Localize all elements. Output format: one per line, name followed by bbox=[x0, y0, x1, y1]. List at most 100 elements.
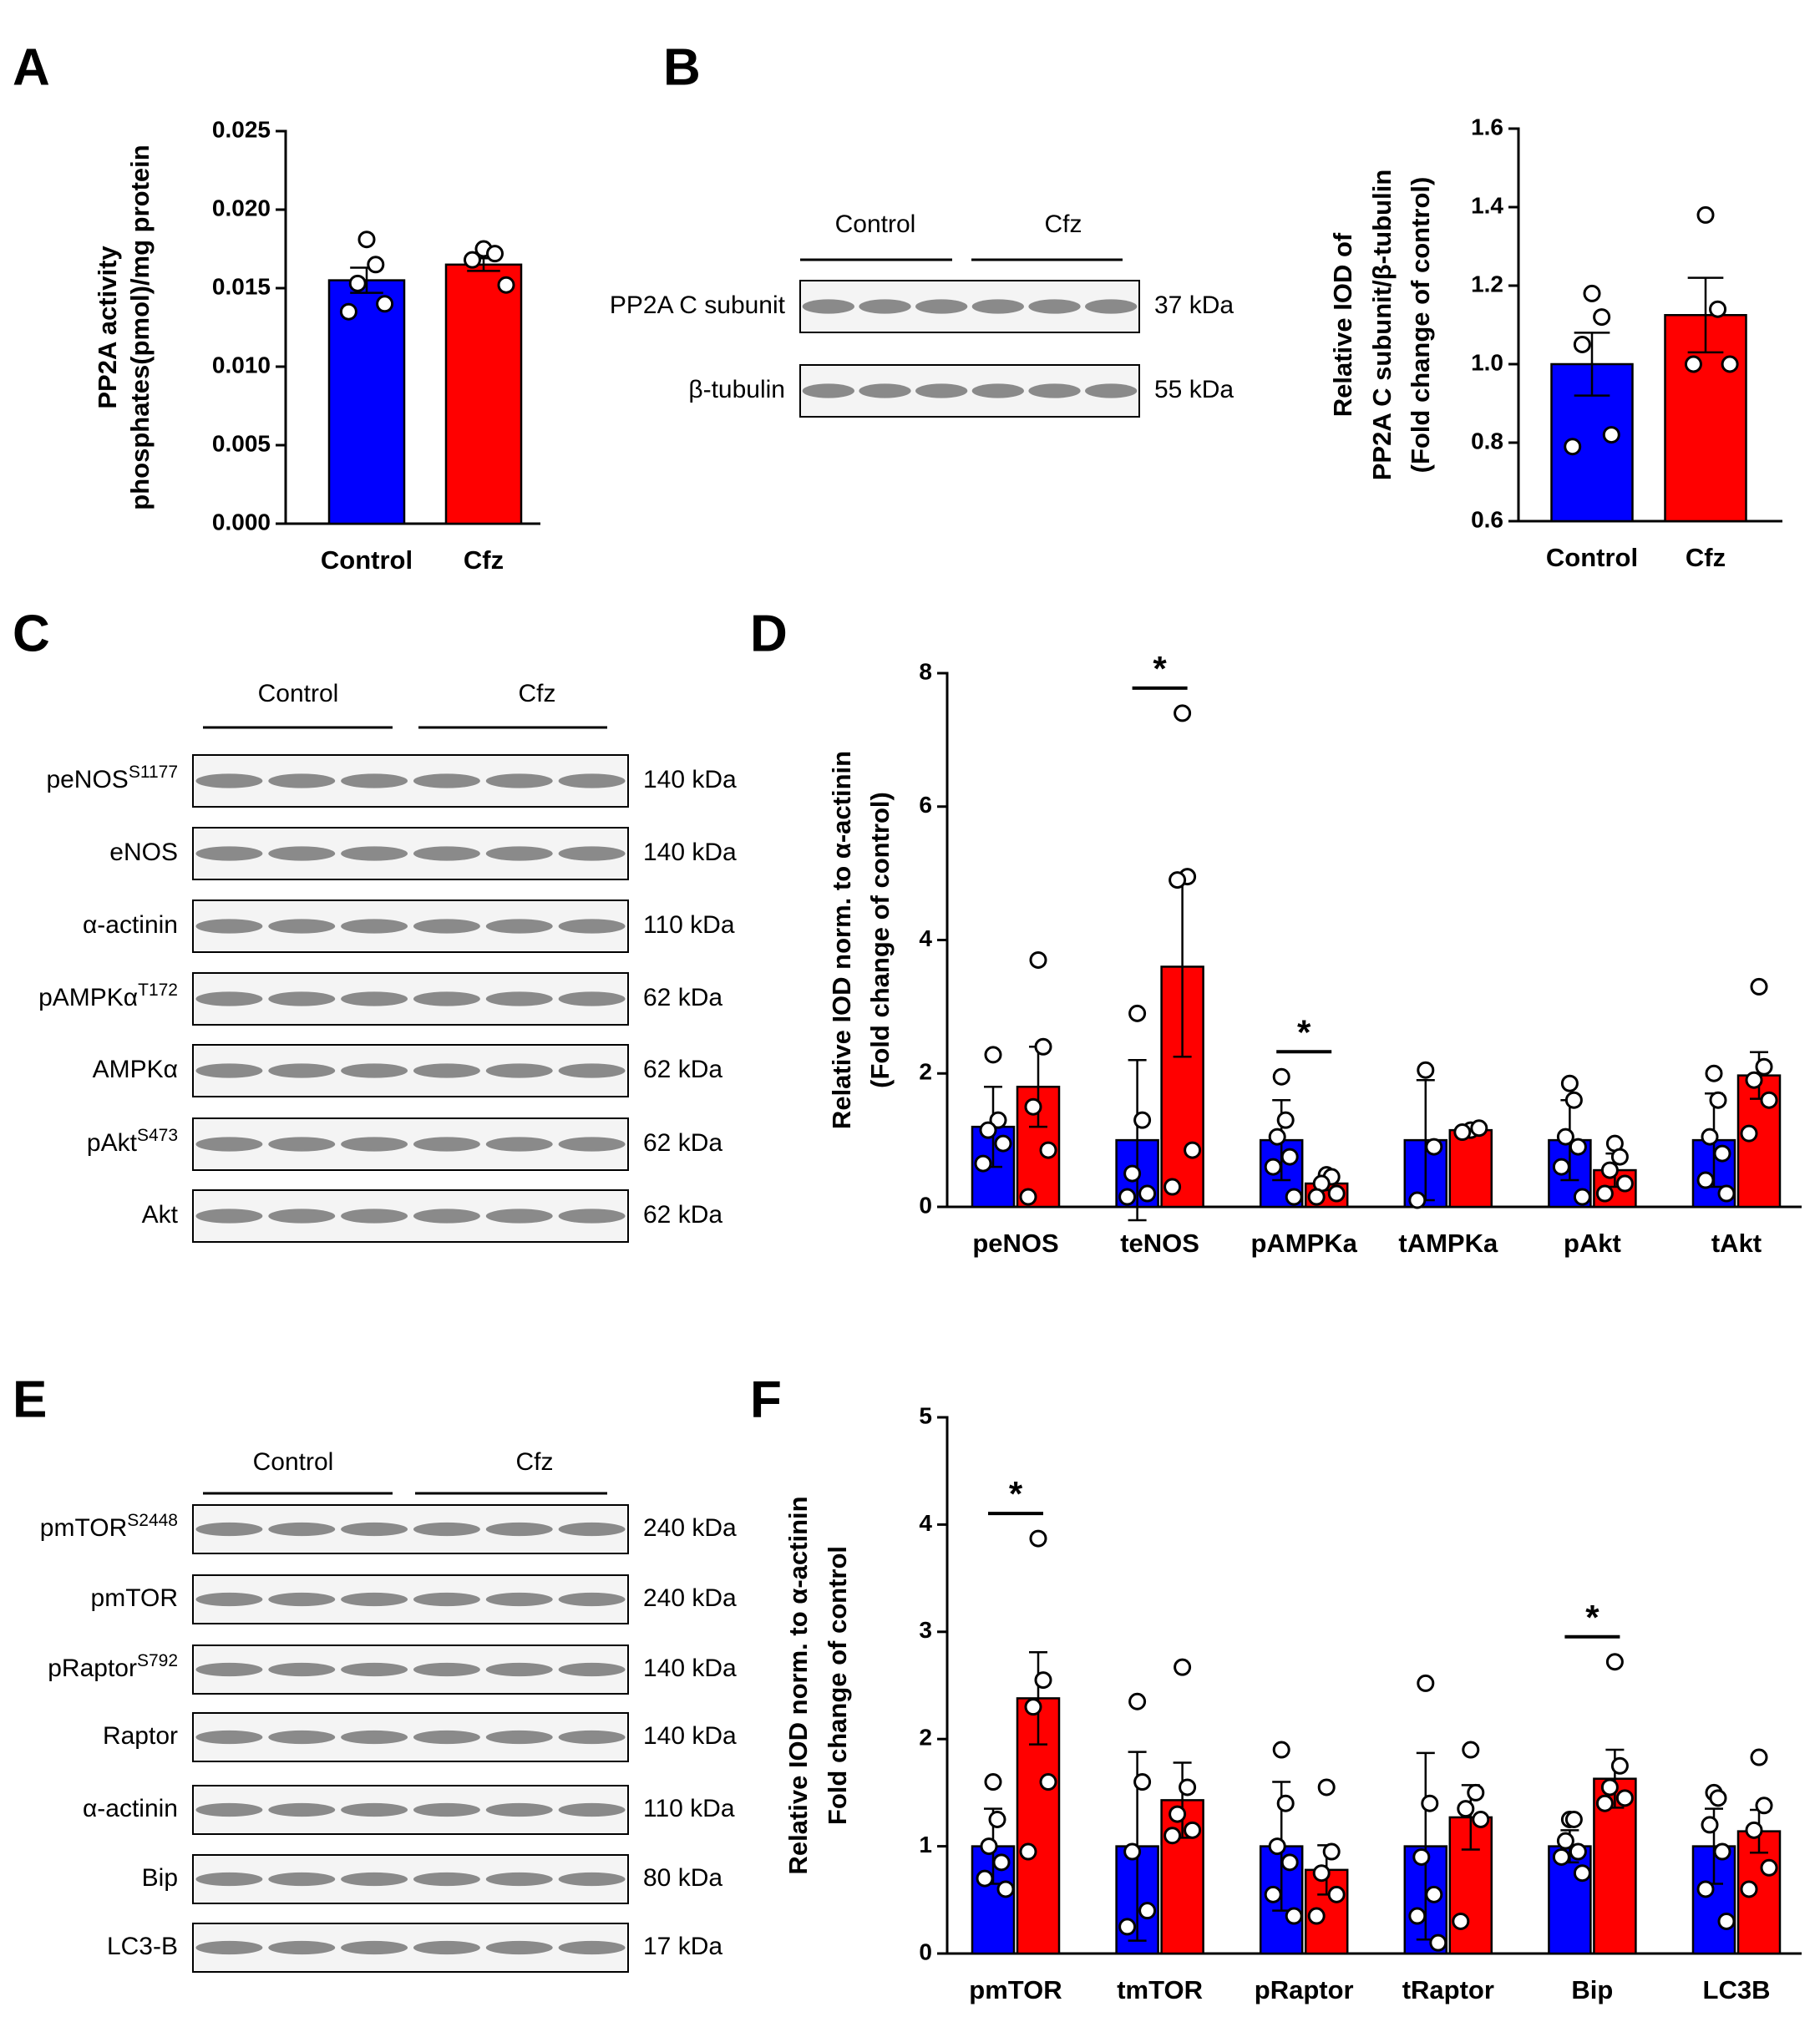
blot-band bbox=[341, 1940, 408, 1955]
data-point bbox=[339, 302, 357, 321]
data-point bbox=[1709, 300, 1727, 318]
y-axis-label: (Fold change of control) bbox=[1406, 177, 1435, 474]
blot-background bbox=[192, 900, 629, 953]
y-tick-label: 1.2 bbox=[1471, 271, 1503, 296]
blot-band bbox=[558, 846, 626, 861]
protein-name: eNOS bbox=[109, 839, 178, 866]
protein-name: α-actinin bbox=[83, 911, 178, 939]
data-point bbox=[1453, 1123, 1472, 1142]
data-point bbox=[1556, 1832, 1574, 1850]
blot-band bbox=[268, 1522, 336, 1537]
y-tick-label: 8 bbox=[919, 658, 932, 684]
panel-label: D bbox=[750, 605, 788, 662]
data-point bbox=[1472, 1811, 1490, 1828]
blot-band bbox=[413, 1209, 480, 1224]
blot-row-label: α-actinin bbox=[83, 911, 178, 939]
blot-band bbox=[485, 1730, 553, 1745]
blot-background bbox=[192, 972, 629, 1026]
significance-label: * bbox=[1585, 1598, 1599, 1637]
blot-row-label: pmTOR bbox=[91, 1584, 178, 1612]
blot-band bbox=[341, 1063, 408, 1078]
blot-band bbox=[558, 1662, 626, 1677]
blot-row-label: peNOSS1177 bbox=[46, 763, 178, 793]
blot-strip bbox=[192, 1117, 629, 1171]
protein-name: PP2A C subunit bbox=[610, 291, 786, 319]
blot-strip bbox=[192, 1712, 629, 1762]
data-point bbox=[1709, 1091, 1727, 1109]
data-point bbox=[1593, 308, 1611, 327]
blot-row-label: pAktS473 bbox=[87, 1126, 178, 1157]
data-point bbox=[1268, 1837, 1286, 1856]
blot-band bbox=[341, 919, 408, 934]
blot-band bbox=[802, 299, 854, 314]
data-point bbox=[988, 1811, 1006, 1828]
data-point bbox=[1470, 1119, 1488, 1138]
data-point bbox=[1421, 1794, 1439, 1812]
y-axis-label: Relative IOD norm. to α-actinin bbox=[783, 1496, 813, 1874]
blot-band bbox=[1085, 299, 1138, 314]
data-point bbox=[1174, 1658, 1192, 1676]
data-point bbox=[1457, 1800, 1475, 1818]
blot-background bbox=[799, 280, 1140, 333]
blot-band bbox=[558, 919, 626, 934]
blot-band bbox=[341, 1592, 408, 1607]
data-point bbox=[1268, 1128, 1286, 1146]
data-point bbox=[1425, 1138, 1443, 1156]
blot-row-label: α-actinin bbox=[83, 1795, 178, 1822]
data-point bbox=[497, 276, 515, 294]
data-point bbox=[994, 1134, 1012, 1153]
x-tick-label: Cfz bbox=[1686, 543, 1726, 572]
blot-band bbox=[268, 1872, 336, 1887]
data-point bbox=[1327, 1184, 1346, 1203]
lane-group-label: Cfz bbox=[516, 1448, 554, 1476]
y-axis-label: Relative IOD norm. to α-actinin bbox=[827, 751, 856, 1129]
y-tick-label: 0.000 bbox=[212, 509, 271, 535]
data-point bbox=[1721, 355, 1739, 373]
protein-name: Raptor bbox=[103, 1722, 178, 1750]
data-point bbox=[1573, 336, 1591, 353]
molecular-weight: 37 kDa bbox=[1154, 291, 1234, 319]
blot-strip bbox=[192, 754, 629, 808]
blot-strip bbox=[192, 972, 629, 1026]
blot-background bbox=[192, 827, 629, 880]
data-point bbox=[1569, 1842, 1587, 1861]
data-point bbox=[1280, 1853, 1299, 1872]
blot-band bbox=[195, 1872, 263, 1887]
y-axis-label: PP2A C subunit/β-tubulin bbox=[1367, 170, 1397, 481]
data-point bbox=[1745, 1821, 1763, 1839]
molecular-weight: 62 kDa bbox=[643, 1056, 722, 1083]
data-point bbox=[1280, 1148, 1299, 1166]
blot-row-label: Akt bbox=[142, 1201, 179, 1229]
x-tick-label: LC3B bbox=[1703, 1975, 1771, 2004]
data-point bbox=[1285, 1907, 1303, 1925]
blot-background bbox=[192, 1785, 629, 1835]
x-tick-label: tmTOR bbox=[1117, 1975, 1203, 2004]
blot-band bbox=[413, 1592, 480, 1607]
data-point bbox=[348, 274, 367, 292]
blot-band bbox=[485, 1940, 553, 1955]
data-point bbox=[1602, 426, 1620, 444]
molecular-weight: 80 kDa bbox=[643, 1864, 722, 1892]
blot-background bbox=[192, 1923, 629, 1973]
blot-strip bbox=[192, 1044, 629, 1097]
data-point bbox=[1327, 1885, 1346, 1903]
blot-band bbox=[485, 1063, 553, 1078]
molecular-weight: 110 kDa bbox=[643, 911, 735, 939]
data-point bbox=[1713, 1842, 1731, 1861]
data-point bbox=[996, 1880, 1015, 1898]
data-point bbox=[1133, 1773, 1152, 1791]
molecular-weight: 140 kDa bbox=[643, 839, 737, 866]
data-point bbox=[1417, 1674, 1435, 1692]
blot-band bbox=[268, 773, 336, 788]
phospho-site: T172 bbox=[138, 981, 178, 1000]
blot-background bbox=[192, 1044, 629, 1097]
data-point bbox=[1039, 1773, 1057, 1791]
blot-band bbox=[195, 1662, 263, 1677]
blot-strip bbox=[192, 1574, 629, 1624]
data-point bbox=[1564, 1811, 1583, 1828]
blot-band bbox=[413, 1137, 480, 1152]
data-point bbox=[1717, 1912, 1736, 1930]
phospho-site: S792 bbox=[137, 1651, 178, 1670]
data-point bbox=[1462, 1741, 1480, 1759]
